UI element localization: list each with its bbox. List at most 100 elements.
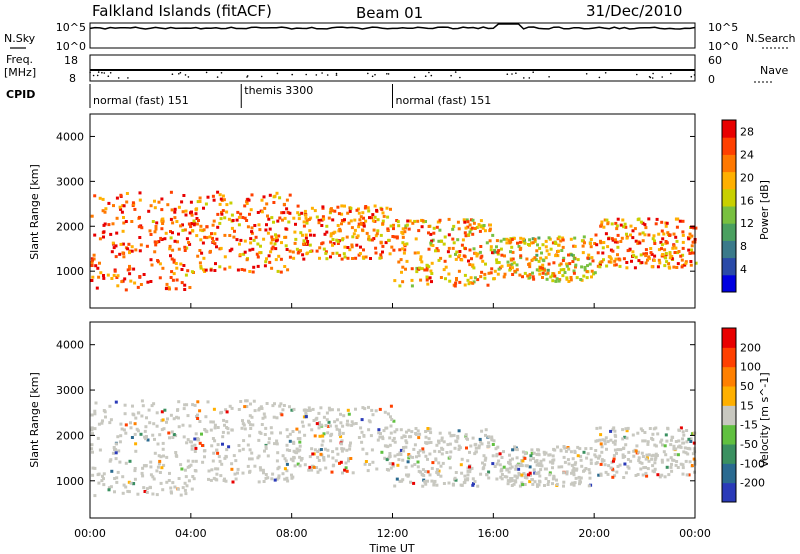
scatter-point: [268, 227, 272, 231]
scatter-point: [190, 222, 194, 225]
scatter-point: [162, 454, 165, 458]
scatter-point: [411, 221, 415, 225]
scatter-point: [469, 276, 473, 280]
scatter-point: [285, 428, 289, 432]
scatter-point: [644, 248, 648, 252]
scatter-point: [455, 250, 459, 254]
scatter-point: [553, 240, 557, 244]
scatter-point: [122, 221, 126, 225]
scatter-point: [325, 257, 329, 261]
scatter-point: [362, 216, 365, 220]
freq-label-line1: Freq.: [6, 53, 33, 66]
scatter-point: [264, 473, 268, 476]
scatter-point: [660, 247, 663, 251]
scatter-point: [185, 403, 189, 407]
scatter-point: [541, 271, 545, 275]
scatter-point: [464, 247, 467, 251]
scatter-point: [398, 284, 402, 288]
scatter-point: [536, 243, 539, 247]
scatter-point: [130, 220, 134, 223]
scatter-point: [615, 470, 619, 474]
scatter-point: [404, 267, 407, 271]
scatter-point: [434, 457, 438, 461]
scatter-point: [567, 280, 571, 283]
scatter-point: [631, 250, 635, 254]
scatter-point: [268, 193, 272, 197]
scatter-point: [424, 430, 428, 433]
scatter-point: [439, 276, 443, 279]
scatter-point: [220, 462, 224, 466]
scatter-point: [529, 458, 532, 462]
scatter-point: [173, 216, 177, 220]
scatter-point: [270, 477, 274, 481]
scatter-point: [272, 201, 276, 204]
scatter-point: [234, 477, 238, 481]
scatter-point: [500, 467, 504, 471]
scatter-point: [126, 489, 130, 493]
scatter-point: [496, 252, 500, 256]
scatter-point: [499, 239, 503, 243]
scatter-point: [421, 473, 424, 477]
scatter-point: [610, 222, 614, 226]
scatter-point: [218, 459, 222, 463]
scatter-point: [378, 256, 382, 260]
scatter-point: [136, 411, 140, 415]
scatter-point: [257, 438, 261, 442]
scatter-point: [541, 276, 544, 279]
scatter-point: [454, 281, 458, 285]
scatter-point: [389, 466, 393, 470]
scatter-point: [258, 466, 262, 470]
scatter-point: [543, 467, 547, 471]
scatter-point: [206, 400, 210, 404]
scatter-point: [340, 447, 344, 451]
scatter-point: [259, 244, 262, 248]
scatter-point: [310, 206, 314, 210]
scatter-point: [230, 428, 234, 432]
scatter-point: [421, 219, 425, 223]
scatter-point: [145, 416, 148, 420]
scatter-point: [357, 225, 361, 229]
scatter-point: [603, 442, 607, 446]
scatter-point: [299, 231, 303, 235]
scatter-point: [654, 426, 658, 430]
scatter-point: [379, 253, 383, 257]
y-tick-label: 2000: [56, 429, 84, 442]
scatter-point: [393, 440, 397, 444]
scatter-point: [425, 275, 429, 279]
scatter-point: [602, 258, 605, 262]
scatter-point: [491, 443, 495, 446]
scatter-point: [212, 219, 216, 223]
scatter-point: [212, 198, 216, 202]
scatter-point: [613, 238, 617, 242]
scatter-point: [625, 429, 629, 433]
scatter-point: [225, 420, 229, 424]
scatter-point: [298, 444, 302, 448]
scatter-point: [533, 237, 537, 241]
scatter-point: [381, 250, 384, 254]
scatter-point: [350, 420, 354, 424]
scatter-point: [541, 266, 545, 270]
scatter-point: [681, 253, 685, 257]
scatter-point: [424, 454, 428, 458]
scatter-point: [158, 471, 162, 474]
scatter-point: [201, 241, 205, 245]
scatter-point: [610, 237, 614, 241]
scatter-point: [536, 484, 539, 488]
scatter-point: [116, 284, 120, 288]
scatter-point: [622, 476, 626, 479]
scatter-point: [102, 230, 106, 234]
scatter-point: [551, 279, 555, 283]
scatter-point: [537, 259, 541, 263]
scatter-point: [360, 440, 364, 444]
scatter-point: [673, 453, 677, 456]
scatter-point: [690, 464, 694, 467]
scatter-point: [249, 241, 253, 245]
scatter-point: [411, 455, 415, 459]
scatter-point: [515, 448, 519, 452]
scatter-point: [153, 240, 157, 244]
scatter-point: [529, 473, 532, 477]
nave-dot: [506, 73, 509, 75]
scatter-point: [487, 435, 491, 439]
scatter-point: [621, 437, 625, 441]
scatter-point: [351, 471, 355, 475]
